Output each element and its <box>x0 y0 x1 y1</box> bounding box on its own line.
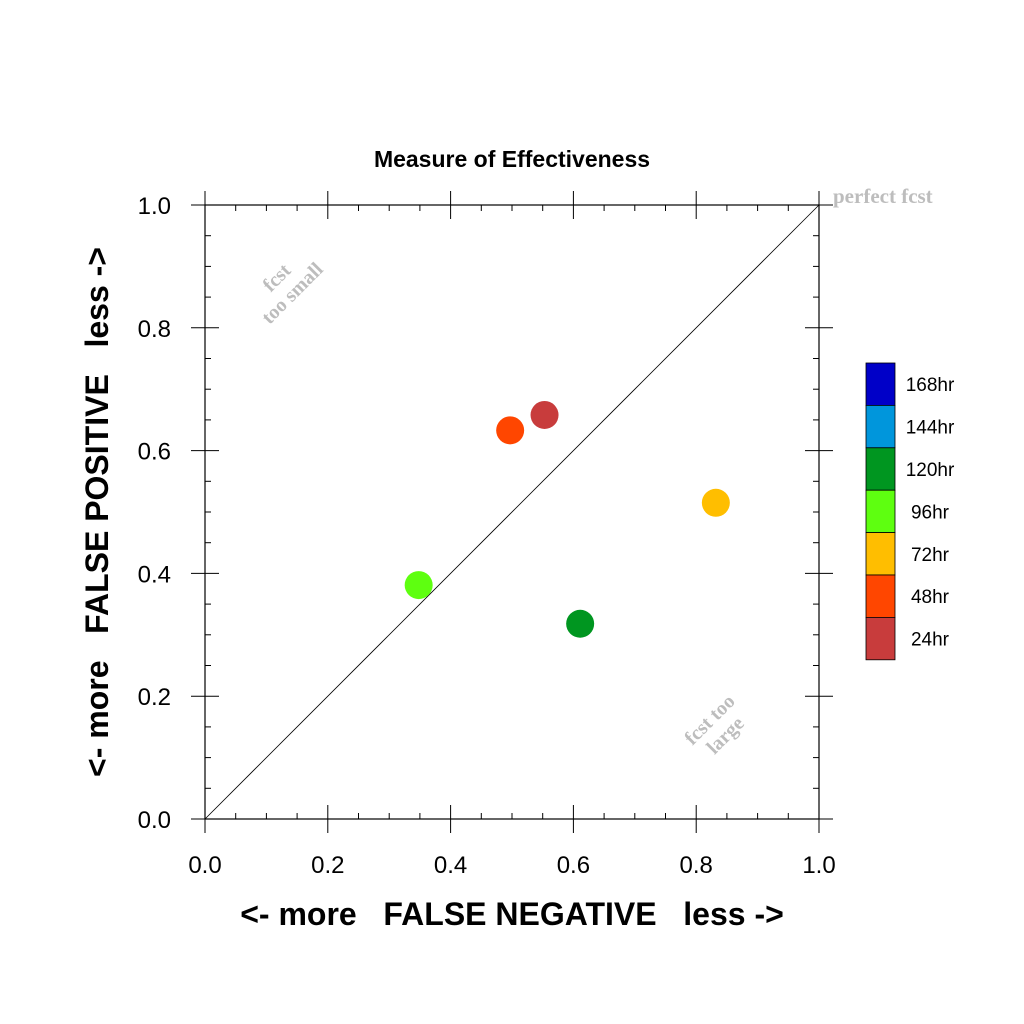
legend-label-168hr: 168hr <box>906 375 955 396</box>
x-tick-label: 0.2 <box>311 852 344 879</box>
annotation-too-large: fcst too large <box>680 690 748 758</box>
y-tick-label: 0.0 <box>138 807 171 834</box>
annotation-perfect-fcst: perfect fcst <box>833 184 933 208</box>
y-tick-label: 1.0 <box>138 193 171 220</box>
x-tick-label: 1.0 <box>802 852 835 879</box>
data-point-120hr <box>566 609 595 638</box>
data-point-72hr <box>701 488 730 517</box>
data-point-48hr <box>496 416 525 445</box>
legend-label-24hr: 24hr <box>911 630 950 651</box>
y-tick-label: 0.2 <box>138 684 171 711</box>
data-point-96hr <box>404 571 433 600</box>
legend: 168hr 144hr 120hr 96hr 72hr 48hr 24hr <box>865 362 955 661</box>
y-tick-label: 0.6 <box>138 439 171 466</box>
legend-swatch-144hr <box>865 404 896 449</box>
x-axis-label: <- more FALSE NEGATIVE less -> <box>240 896 784 932</box>
legend-swatch-168hr <box>865 362 896 406</box>
legend-swatch-48hr <box>865 574 896 618</box>
x-tick-label: 0.8 <box>680 852 713 879</box>
plot-area: 0.0 0.2 0.4 0.6 0.8 1.0 0.0 0.2 0.4 0.6 0.8 1.0 <box>138 191 836 879</box>
x-tick-label: 0.6 <box>557 852 590 879</box>
legend-label-144hr: 144hr <box>906 418 955 439</box>
chart-title: Measure of Effectiveness <box>374 146 650 172</box>
annotation-too-small-line2: too small <box>257 258 327 328</box>
legend-swatch-24hr <box>865 617 896 661</box>
diagonal-line <box>204 204 820 820</box>
annotation-too-small: fcst too small <box>257 258 327 328</box>
x-tick-label: 0.4 <box>434 852 467 879</box>
x-tick-label: 0.0 <box>188 852 221 879</box>
y-tick-label: 0.8 <box>138 316 171 343</box>
legend-label-72hr: 72hr <box>911 545 950 566</box>
y-axis-label: <- more FALSE POSITIVE less -> <box>79 247 115 777</box>
y-tick-label: 0.4 <box>138 561 171 588</box>
legend-label-96hr: 96hr <box>911 502 950 523</box>
legend-label-120hr: 120hr <box>906 460 955 481</box>
legend-swatch-120hr <box>865 447 896 491</box>
legend-swatch-96hr <box>865 489 896 534</box>
data-point-24hr <box>530 400 559 429</box>
legend-label-48hr: 48hr <box>911 587 950 608</box>
legend-swatch-72hr <box>865 532 896 576</box>
